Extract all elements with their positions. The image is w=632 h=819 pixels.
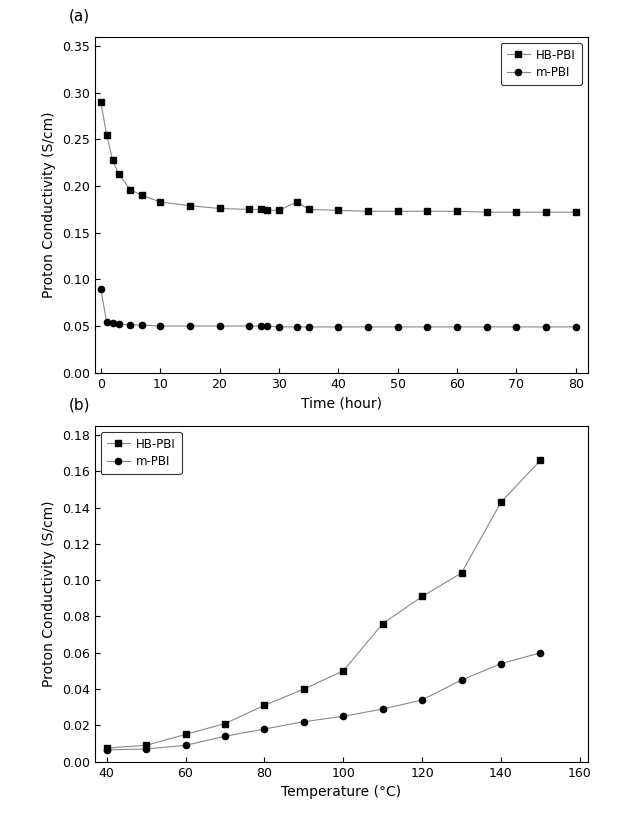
Line: m-PBI: m-PBI bbox=[104, 649, 544, 753]
m-PBI bbox=[257, 321, 265, 331]
m-PBI bbox=[300, 717, 308, 726]
Y-axis label: Proton Conductivity (S/cm): Proton Conductivity (S/cm) bbox=[42, 111, 56, 298]
HB-PBI bbox=[453, 206, 461, 216]
m-PBI bbox=[458, 675, 465, 685]
HB-PBI bbox=[458, 568, 465, 578]
m-PBI bbox=[109, 319, 116, 328]
m-PBI bbox=[572, 322, 580, 332]
Y-axis label: Proton Conductivity (S/cm): Proton Conductivity (S/cm) bbox=[42, 500, 56, 687]
m-PBI bbox=[126, 320, 134, 330]
m-PBI bbox=[497, 658, 505, 668]
HB-PBI bbox=[293, 197, 301, 207]
m-PBI bbox=[334, 322, 342, 332]
m-PBI bbox=[418, 695, 426, 705]
Text: (a): (a) bbox=[69, 8, 90, 24]
HB-PBI bbox=[339, 666, 347, 676]
HB-PBI bbox=[103, 743, 111, 753]
HB-PBI bbox=[126, 185, 134, 195]
m-PBI bbox=[293, 322, 301, 332]
m-PBI bbox=[245, 321, 253, 331]
m-PBI bbox=[379, 704, 387, 714]
m-PBI bbox=[138, 320, 146, 330]
HB-PBI bbox=[364, 206, 372, 216]
HB-PBI bbox=[497, 497, 505, 507]
m-PBI bbox=[156, 321, 164, 331]
m-PBI bbox=[97, 284, 104, 294]
HB-PBI bbox=[260, 700, 268, 710]
m-PBI bbox=[103, 317, 111, 327]
HB-PBI bbox=[537, 455, 544, 465]
HB-PBI bbox=[103, 130, 111, 140]
HB-PBI bbox=[275, 206, 283, 215]
m-PBI bbox=[537, 648, 544, 658]
Line: HB-PBI: HB-PBI bbox=[104, 457, 544, 751]
HB-PBI bbox=[156, 197, 164, 207]
Line: m-PBI: m-PBI bbox=[97, 286, 579, 330]
m-PBI bbox=[453, 322, 461, 332]
m-PBI bbox=[221, 731, 229, 741]
Line: HB-PBI: HB-PBI bbox=[97, 99, 579, 215]
m-PBI bbox=[260, 724, 268, 734]
m-PBI bbox=[483, 322, 490, 332]
HB-PBI bbox=[115, 169, 123, 179]
HB-PBI bbox=[542, 207, 550, 217]
HB-PBI bbox=[572, 207, 580, 217]
X-axis label: Time (hour): Time (hour) bbox=[301, 396, 382, 410]
HB-PBI bbox=[483, 207, 490, 217]
m-PBI bbox=[186, 321, 193, 331]
HB-PBI bbox=[97, 97, 104, 107]
HB-PBI bbox=[305, 205, 312, 215]
m-PBI bbox=[115, 319, 123, 329]
HB-PBI bbox=[142, 740, 150, 750]
HB-PBI bbox=[264, 206, 271, 215]
m-PBI bbox=[542, 322, 550, 332]
m-PBI bbox=[275, 322, 283, 332]
m-PBI bbox=[423, 322, 431, 332]
Legend: HB-PBI, m-PBI: HB-PBI, m-PBI bbox=[100, 432, 182, 474]
HB-PBI bbox=[513, 207, 520, 217]
m-PBI bbox=[339, 712, 347, 722]
HB-PBI bbox=[138, 191, 146, 201]
HB-PBI bbox=[257, 205, 265, 215]
m-PBI bbox=[394, 322, 401, 332]
HB-PBI bbox=[334, 206, 342, 215]
HB-PBI bbox=[394, 206, 401, 216]
HB-PBI bbox=[216, 204, 223, 214]
m-PBI bbox=[513, 322, 520, 332]
HB-PBI bbox=[379, 619, 387, 629]
Legend: HB-PBI, m-PBI: HB-PBI, m-PBI bbox=[501, 43, 582, 85]
m-PBI bbox=[364, 322, 372, 332]
HB-PBI bbox=[423, 206, 431, 216]
HB-PBI bbox=[300, 684, 308, 694]
HB-PBI bbox=[182, 730, 190, 740]
m-PBI bbox=[142, 744, 150, 753]
m-PBI bbox=[264, 321, 271, 331]
HB-PBI bbox=[109, 155, 116, 165]
m-PBI bbox=[216, 321, 223, 331]
HB-PBI bbox=[418, 591, 426, 601]
m-PBI bbox=[182, 740, 190, 750]
Text: (b): (b) bbox=[68, 397, 90, 413]
m-PBI bbox=[305, 322, 312, 332]
m-PBI bbox=[103, 745, 111, 755]
X-axis label: Temperature (°C): Temperature (°C) bbox=[281, 785, 401, 799]
HB-PBI bbox=[245, 205, 253, 215]
HB-PBI bbox=[221, 718, 229, 728]
HB-PBI bbox=[186, 201, 193, 210]
